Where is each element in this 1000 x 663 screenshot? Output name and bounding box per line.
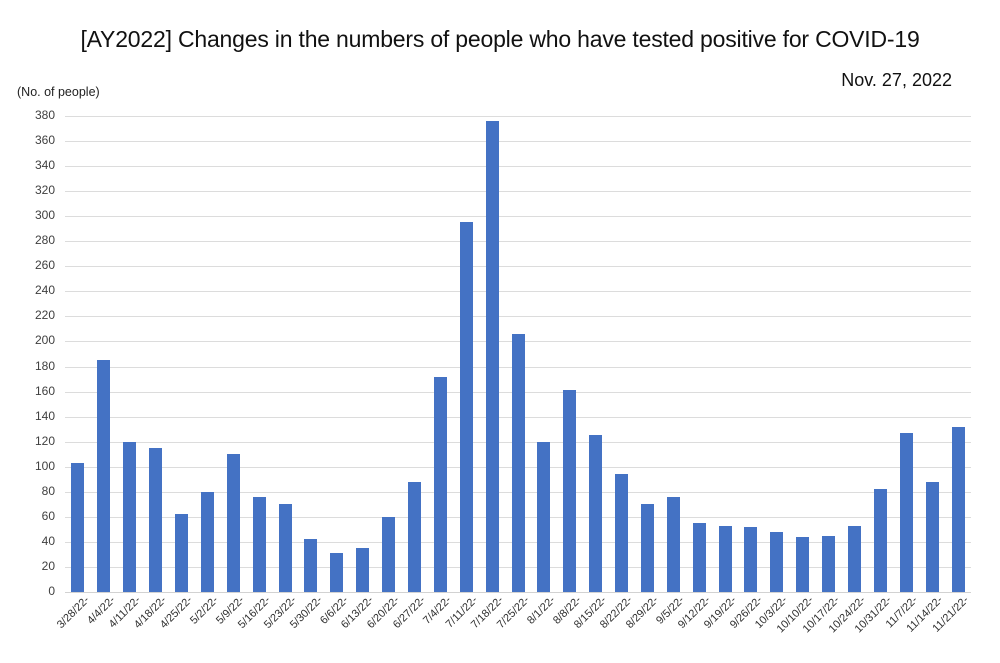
bar [899, 432, 913, 592]
y-tick-label: 200 [34, 333, 55, 348]
bar [822, 535, 836, 592]
y-tick-label: 20 [41, 558, 55, 573]
y-tick-label: 160 [34, 383, 55, 398]
bar [252, 496, 266, 592]
bar [459, 222, 473, 592]
bar [796, 536, 810, 592]
bar [615, 474, 629, 592]
bar [304, 539, 318, 592]
bar [485, 121, 499, 592]
y-tick-label: 140 [34, 408, 55, 423]
bar [278, 504, 292, 592]
bar [407, 481, 421, 592]
y-tick-label: 340 [34, 158, 55, 173]
y-tick-label: 0 [48, 584, 55, 598]
plot-area: 3/28/22- 4/4/22- 4/11/22- 4/18/22- 4/25/22- 5… [54, 116, 972, 635]
bar [97, 360, 111, 592]
gridline [65, 266, 971, 268]
y-tick-label: 60 [41, 508, 55, 523]
gridline [65, 141, 971, 143]
gridline [65, 241, 971, 243]
y-tick-label: 180 [34, 358, 55, 373]
y-tick-label: 40 [41, 533, 55, 548]
x-tick-label: 5/2/22- [188, 594, 221, 627]
bar [770, 531, 784, 592]
y-tick-label: 220 [34, 308, 55, 323]
bar [356, 548, 370, 592]
y-tick-label: 100 [34, 458, 55, 473]
bar [330, 553, 344, 592]
bar [692, 523, 706, 592]
bar [718, 525, 732, 592]
bar [951, 426, 965, 592]
bar [563, 390, 577, 592]
y-tick-label: 120 [34, 433, 55, 448]
bar [744, 526, 758, 592]
y-tick-label: 260 [34, 258, 55, 273]
bar [537, 441, 551, 592]
y-tick-label: 80 [41, 483, 55, 498]
gridline [65, 316, 971, 318]
bar [123, 441, 137, 592]
bar [174, 514, 188, 592]
chart-title: [AY2022] Changes in the numbers of peopl… [80, 26, 920, 52]
bar [149, 447, 163, 592]
bar [589, 435, 603, 592]
x-tick-label: 8/1/22- [524, 594, 558, 627]
bar [640, 504, 654, 592]
y-tick-label: 300 [34, 208, 55, 223]
bar [925, 481, 939, 592]
y-tick-label: 380 [34, 108, 55, 122]
gridline [65, 191, 971, 193]
y-tick-label: 240 [34, 283, 55, 298]
y-tick-label: 360 [34, 133, 55, 148]
gridline [65, 116, 971, 117]
bar [71, 462, 85, 592]
bar [666, 496, 680, 592]
y-axis-units-label: (No. of people) [17, 85, 100, 99]
bar [382, 516, 396, 592]
gridline [65, 166, 971, 168]
bar [200, 491, 214, 592]
bar [433, 376, 447, 592]
bar [848, 525, 861, 592]
x-tick-label: 3/28/22- [54, 594, 92, 632]
bar [873, 489, 887, 592]
date-label: Nov. 27, 2022 [841, 70, 952, 90]
y-tick-label: 280 [34, 233, 55, 248]
gridline [65, 216, 971, 218]
bar [511, 333, 525, 592]
bar [226, 454, 240, 592]
gridline [65, 291, 971, 293]
y-tick-label: 320 [34, 183, 55, 198]
